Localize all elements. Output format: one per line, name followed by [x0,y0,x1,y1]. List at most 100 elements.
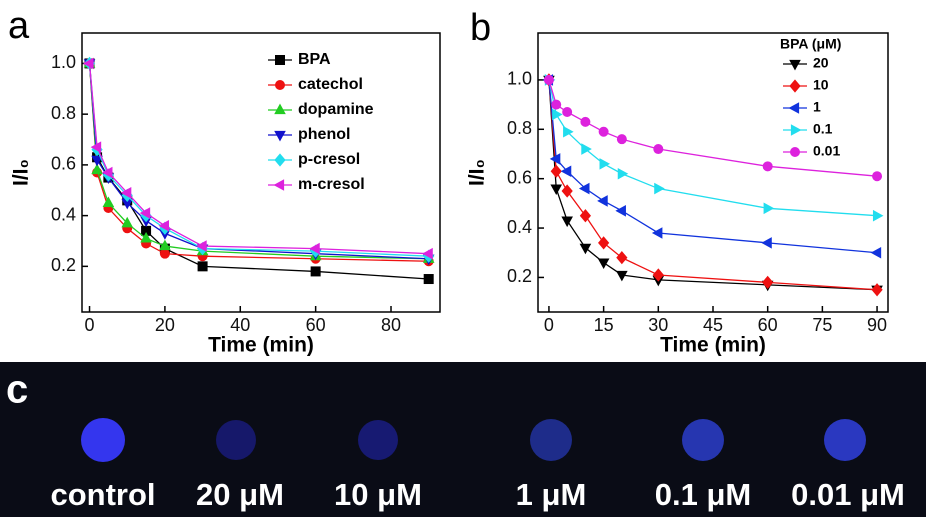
marker [159,248,170,259]
legend-label: 0.01 [813,143,840,159]
marker [598,126,609,137]
marker [581,143,592,155]
legend-marker [273,179,285,191]
marker [309,242,320,255]
legend-label: BPA [298,51,331,68]
legend-label: 10 [813,77,829,93]
marker [310,266,321,277]
panel-label: c [6,368,28,412]
spot [824,419,866,461]
marker [140,232,152,243]
marker [560,165,572,178]
y-tick-label: 0.2 [507,266,532,286]
legend-marker [275,80,285,90]
x-tick-label: 45 [703,315,723,335]
marker [196,240,207,252]
marker [871,283,883,297]
x-tick-label: 90 [867,315,887,335]
legend-label: dopamine [298,101,374,118]
spot [358,420,398,460]
series-line [548,79,878,254]
marker [652,268,664,282]
y-axis-label: I/I₀ [466,159,489,186]
spot [682,419,724,461]
marker [763,202,775,215]
x-tick-label: 30 [648,315,668,335]
legend-marker [274,103,286,115]
marker [597,258,610,270]
x-axis-label: Time (min) [208,334,314,357]
marker [578,182,590,195]
marker [121,216,134,228]
y-tick-label: 0.2 [51,255,76,275]
legend-label: p-cresol [298,151,360,168]
legend-marker [789,79,801,93]
marker [616,134,627,145]
marker [562,107,573,118]
sample-label: 1 μM [516,477,587,512]
marker [551,99,562,110]
marker [651,227,663,239]
x-axis-label: Time (min) [660,334,766,357]
marker [654,182,665,195]
marker [616,270,628,282]
marker [158,219,170,232]
x-tick-label: 60 [306,315,326,335]
sample-label: 20 μM [196,477,284,512]
panel-label: a [8,5,30,47]
sample-label: 10 μM [334,477,422,512]
sample-label: 0.01 μM [791,477,905,512]
marker [423,274,434,285]
x-tick-label: 0 [85,315,95,335]
legend-marker [274,130,286,142]
legend-marker [790,124,802,136]
marker [83,57,94,70]
marker [543,74,554,85]
x-tick-label: 0 [544,315,554,335]
spot [216,420,256,460]
legend-marker [788,102,800,114]
plot-frame [81,32,441,313]
series-line [88,63,429,255]
series-line [88,63,429,260]
legend-label: m-cresol [298,176,365,193]
marker [762,161,773,172]
series-line [548,79,878,291]
marker [159,239,171,251]
y-tick-label: 0.6 [51,154,76,174]
x-tick-label: 15 [594,315,614,335]
legend-label: phenol [298,126,350,143]
marker [552,108,563,121]
marker [90,141,102,153]
photo-panel: c [0,362,926,517]
marker [120,186,132,199]
x-tick-label: 75 [812,315,832,335]
legend-marker [274,153,286,167]
legend-label: 0.1 [813,121,833,137]
marker [91,163,103,175]
series-line [88,63,429,260]
y-axis-label: I/I₀ [10,159,33,186]
marker [615,204,626,217]
marker [872,171,883,182]
legend-label: catechol [298,76,363,93]
legend-marker [275,55,285,65]
marker [598,236,610,250]
sample-label: 0.1 μM [655,477,752,512]
marker [870,246,882,259]
marker [579,209,592,223]
marker [761,237,772,249]
legend-title: BPA (μM) [780,36,841,52]
series-line [88,63,429,257]
x-tick-label: 40 [230,315,250,335]
marker [563,125,574,138]
spot [81,418,125,462]
marker [762,275,774,289]
panel-label: b [470,7,491,49]
marker [422,247,433,260]
y-tick-label: 0.8 [507,118,532,138]
legend-label: 1 [813,99,821,115]
y-tick-label: 0.8 [51,103,76,123]
marker [617,167,629,180]
x-tick-label: 20 [155,315,175,335]
